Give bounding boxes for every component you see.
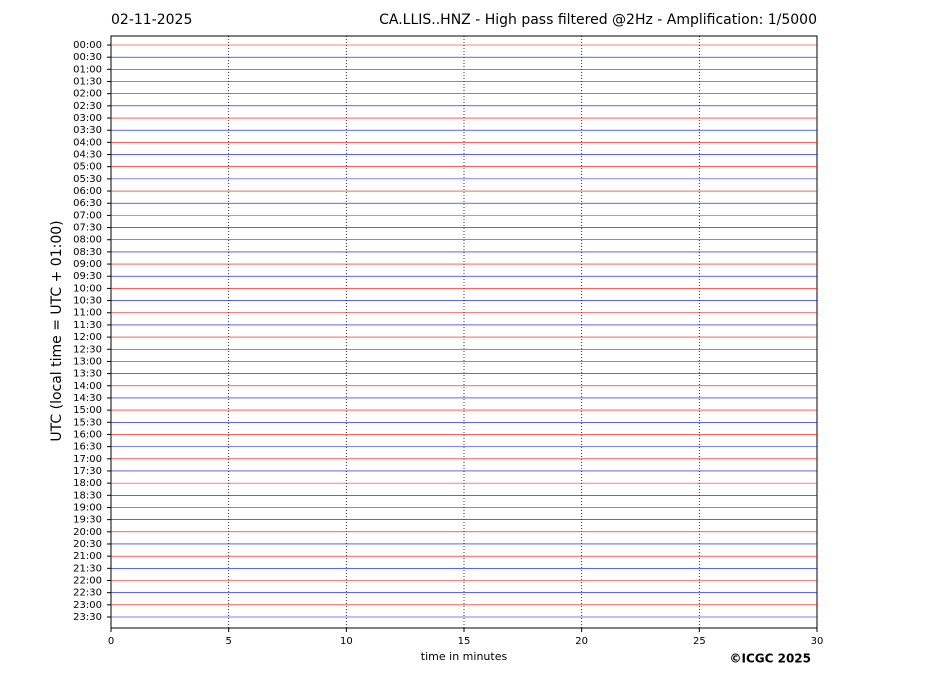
y-tick-label: 01:30: [73, 77, 102, 88]
x-tick-label: 10: [340, 636, 353, 647]
y-tick-label: 17:00: [73, 454, 102, 465]
y-tick-label: 22:30: [73, 588, 102, 599]
y-tick-label: 22:00: [73, 575, 102, 586]
y-tick-label: 16:00: [73, 429, 102, 440]
x-tick-label: 20: [575, 636, 588, 647]
y-tick-label: 05:00: [73, 162, 102, 173]
y-tick-label: 02:30: [73, 101, 102, 112]
y-tick-label: 17:30: [73, 466, 102, 477]
y-tick-label: 15:30: [73, 417, 102, 428]
y-tick-label: 03:30: [73, 125, 102, 136]
y-tick-label: 14:30: [73, 393, 102, 404]
y-tick-label: 00:30: [73, 52, 102, 63]
x-tick-label: 0: [108, 636, 114, 647]
y-tick-label: 07:30: [73, 223, 102, 234]
y-tick-label: 19:30: [73, 515, 102, 526]
chart-title: CA.LLIS..HNZ - High pass filtered @2Hz -…: [379, 12, 817, 28]
y-tick-label: 09:30: [73, 271, 102, 282]
x-tick-label: 25: [693, 636, 706, 647]
y-tick-label: 01:00: [73, 64, 102, 75]
y-tick-label: 20:00: [73, 527, 102, 538]
y-tick-label: 13:00: [73, 356, 102, 367]
x-tick-label: 5: [225, 636, 231, 647]
y-tick-label: 18:00: [73, 478, 102, 489]
y-tick-label: 05:30: [73, 174, 102, 185]
y-tick-label: 10:30: [73, 296, 102, 307]
y-tick-label: 21:00: [73, 551, 102, 562]
y-tick-label: 00:00: [73, 40, 102, 51]
y-tick-label: 08:30: [73, 247, 102, 258]
y-tick-label: 12:00: [73, 332, 102, 343]
y-tick-label: 06:00: [73, 186, 102, 197]
y-tick-label: 21:30: [73, 563, 102, 574]
y-tick-label: 11:00: [73, 308, 102, 319]
copyright: ©ICGC 2025: [729, 652, 811, 666]
y-tick-label: 23:30: [73, 612, 102, 623]
x-tick-label: 15: [458, 636, 471, 647]
y-tick-label: 09:00: [73, 259, 102, 270]
y-tick-label: 19:00: [73, 502, 102, 513]
y-tick-label: 23:00: [73, 600, 102, 611]
y-tick-label: 03:00: [73, 113, 102, 124]
y-tick-label: 18:30: [73, 490, 102, 501]
date: 02-11-2025: [111, 12, 192, 28]
y-tick-label: 14:00: [73, 381, 102, 392]
x-tick-label: 30: [811, 636, 824, 647]
y-tick-label: 02:00: [73, 89, 102, 100]
y-tick-label: 11:30: [73, 320, 102, 331]
y-tick-label: 04:00: [73, 137, 102, 148]
y-tick-label: 07:00: [73, 210, 102, 221]
y-tick-label: 10:00: [73, 283, 102, 294]
y-tick-label: 06:30: [73, 198, 102, 209]
y-tick-label: 13:30: [73, 369, 102, 380]
y-tick-label: 20:30: [73, 539, 102, 550]
y-tick-label: 08:00: [73, 235, 102, 246]
y-tick-label: 12:30: [73, 344, 102, 355]
x-axis-label: time in minutes: [421, 650, 508, 663]
plot-frame: [110, 35, 818, 629]
y-tick-label: 15:00: [73, 405, 102, 416]
y-tick-label: 16:30: [73, 442, 102, 453]
y-axis-label: UTC (local time = UTC + 01:00): [49, 220, 65, 441]
y-tick-label: 04:30: [73, 150, 102, 161]
